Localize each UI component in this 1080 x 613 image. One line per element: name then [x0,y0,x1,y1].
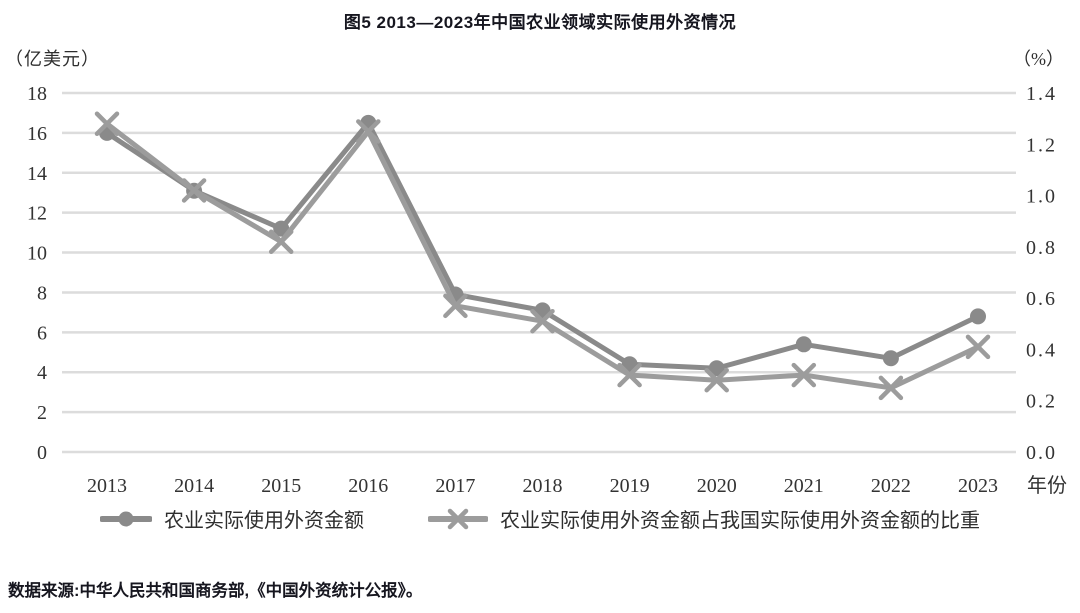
svg-text:0.8: 0.8 [1026,237,1057,259]
svg-text:0: 0 [37,442,47,464]
svg-text:1.2: 1.2 [1026,134,1057,156]
svg-text:2013: 2013 [87,475,127,497]
svg-text:10: 10 [27,243,47,265]
legend-item-amount: 农业实际使用外资金额 [100,504,364,533]
source-note: 数据来源:中华人民共和国商务部,《中国外资统计公报》。 [8,582,423,600]
svg-text:8: 8 [37,282,47,304]
legend-label-ratio: 农业实际使用外资金额占我国实际使用外资金额的比重 [500,510,980,532]
svg-text:4: 4 [37,362,47,384]
legend-item-ratio: 农业实际使用外资金额占我国实际使用外资金额的比重 [428,504,980,533]
right-axis-unit-label: （%） [1013,49,1064,69]
svg-text:1.4: 1.4 [1026,83,1057,105]
svg-text:2021: 2021 [784,475,824,497]
svg-text:2: 2 [37,402,47,424]
svg-text:年份: 年份 [1027,474,1067,497]
svg-text:2022: 2022 [871,475,911,497]
left-axis-unit-label: （亿美元） [5,49,100,69]
svg-text:0.4: 0.4 [1026,339,1057,361]
svg-text:2019: 2019 [610,475,650,497]
svg-text:14: 14 [27,163,47,185]
svg-text:1.0: 1.0 [1026,186,1057,208]
chart-title: 图5 2013—2023年中国农业领域实际使用外资情况 [343,13,737,32]
chart-legend: 农业实际使用外资金额 农业实际使用外资金额占我国实际使用外资金额的比重 [0,504,1080,533]
line-chart: 18 16 14 12 10 8 6 4 2 0 1.4 1.2 1.0 0.8 0.6 0.4 0.2 0.0 2… [27,83,1067,497]
svg-text:2015: 2015 [261,475,301,497]
svg-text:2014: 2014 [174,475,214,497]
circle-marker-icon [100,511,152,526]
svg-text:18: 18 [27,83,47,105]
svg-text:2016: 2016 [348,475,388,497]
svg-text:2020: 2020 [697,475,737,497]
svg-text:2018: 2018 [523,475,563,497]
svg-text:0.2: 0.2 [1026,391,1057,413]
svg-text:0.6: 0.6 [1026,288,1057,310]
svg-text:16: 16 [27,123,47,145]
svg-text:2017: 2017 [435,475,475,497]
legend-label-amount: 农业实际使用外资金额 [164,510,364,532]
svg-text:6: 6 [37,322,47,344]
svg-text:0.0: 0.0 [1026,442,1057,464]
svg-text:12: 12 [27,203,47,225]
x-marker-icon [428,508,488,529]
svg-text:2023: 2023 [958,475,998,497]
